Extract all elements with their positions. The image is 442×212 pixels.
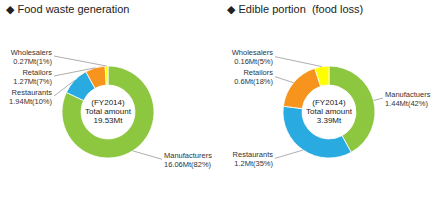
html-text:◆ Edible portion (food loss): ◆ Edible portion (food loss) <box>227 3 364 15</box>
html-text:3.39Mt: 3.39Mt <box>316 116 342 126</box>
svg-text:Manufacturers16.06Mt(82%): Manufacturers16.06Mt(82%) <box>164 151 212 169</box>
svg-text:Wholesalers0.16Mt(5%): Wholesalers0.16Mt(5%) <box>232 48 274 66</box>
svg-text:Restaurants1.2Mt(35%): Restaurants1.2Mt(35%) <box>233 150 274 168</box>
html-text:19.53Mt: 19.53Mt <box>93 116 123 126</box>
html-text:(FY2014): (FY2014) <box>91 98 125 108</box>
html-text:Total amount: Total amount <box>85 107 131 117</box>
svg-text:Restaurants1.94Mt(10%): Restaurants1.94Mt(10%) <box>9 88 52 106</box>
svg-text:Retailors0.6Mt(18%): Retailors0.6Mt(18%) <box>234 68 273 86</box>
svg-text:Retailors1.27Mt(7%): Retailors1.27Mt(7%) <box>13 68 52 86</box>
svg-text:Wholesalers0.27Mt(1%): Wholesalers0.27Mt(1%) <box>11 48 53 66</box>
svg-text:Manufactuers1.44Mt(42%): Manufactuers1.44Mt(42%) <box>385 90 431 108</box>
html-text:◆ Food waste generation: ◆ Food waste generation <box>6 3 130 15</box>
html-text:(FY2014): (FY2014) <box>312 98 346 108</box>
html-text:Total amount: Total amount <box>306 107 352 117</box>
